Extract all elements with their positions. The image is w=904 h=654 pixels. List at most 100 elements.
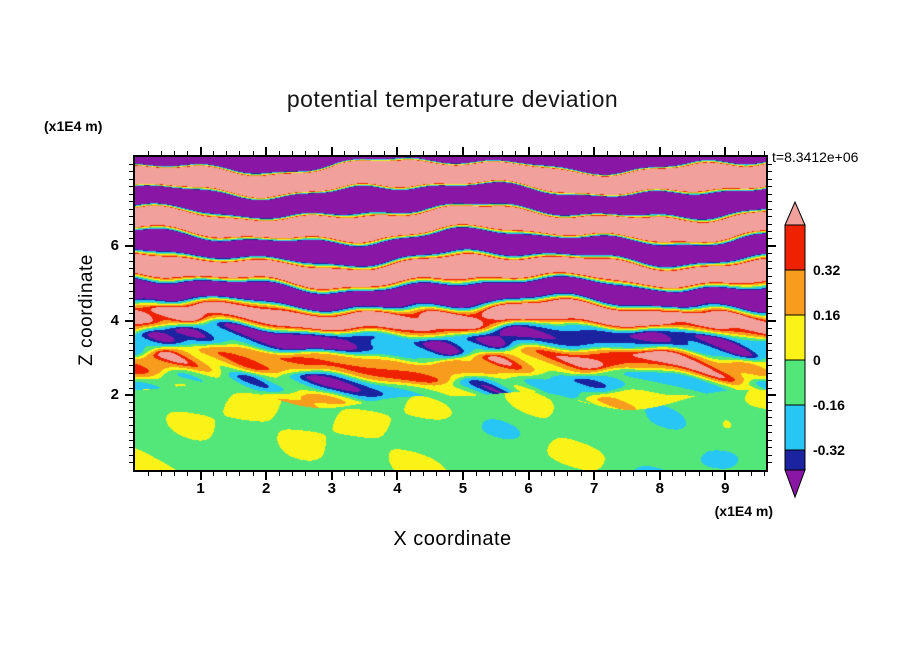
x-minor-tick [278,151,280,155]
y-minor-tick [768,313,772,314]
x-minor-tick [409,151,411,155]
y-minor-tick [129,432,133,434]
y-major-tick [768,394,776,397]
x-minor-tick [291,472,293,476]
x-minor-tick [567,472,569,476]
y-tick-label: 2 [110,386,119,404]
x-major-tick [461,472,464,480]
x-minor-tick [737,472,739,476]
x-minor-tick [147,151,149,155]
y-minor-tick [129,275,133,277]
y-minor-tick [129,350,133,352]
x-major-tick [265,147,268,155]
x-minor-tick [278,472,280,476]
chart-title: potential temperature deviation [286,86,619,112]
x-minor-tick [751,151,753,155]
x-minor-tick [449,151,451,155]
y-minor-tick [768,201,772,203]
x-major-tick [330,147,333,155]
x-minor-tick [619,472,621,476]
y-major-tick [125,245,133,248]
x-minor-tick [239,151,241,155]
y-minor-tick [129,335,133,337]
y-minor-tick [768,178,772,180]
x-minor-tick [698,472,700,476]
y-minor-tick [768,238,772,240]
x-minor-tick [383,151,385,155]
y-minor-tick [129,208,133,210]
x-tick-label: 8 [655,480,664,497]
y-minor-tick [768,342,772,344]
y-minor-tick [768,365,772,367]
x-tick-label: 3 [327,480,336,497]
x-major-tick [527,147,530,155]
x-major-tick [658,147,661,155]
x-minor-tick [646,151,648,155]
y-minor-tick [129,253,133,255]
x-minor-tick [305,151,307,155]
x-minor-tick [633,151,634,155]
y-minor-tick [129,342,133,344]
y-minor-tick [768,208,772,210]
y-minor-tick [768,216,772,218]
x-minor-tick [423,151,425,155]
x-minor-tick [357,151,359,155]
y-minor-tick [768,231,772,233]
y-minor-tick [129,201,133,203]
x-major-tick [396,472,399,480]
y-minor-tick [768,186,772,188]
y-minor-tick [129,163,133,165]
x-minor-tick [685,151,687,155]
y-minor-tick [768,447,772,449]
y-minor-tick [129,290,133,292]
colorbar-tick-label: -0.32 [813,442,845,458]
x-minor-tick [305,472,307,476]
y-minor-tick [129,424,133,426]
y-minor-tick [129,178,133,180]
y-minor-tick [768,432,772,434]
x-minor-tick [226,151,228,155]
x-minor-tick [409,472,411,476]
y-minor-tick [129,223,133,225]
x-major-tick [461,147,464,155]
colorbar-tick-label: 0.16 [813,307,840,323]
y-axis-unit: (x1E4 m) [44,118,103,134]
x-minor-tick [737,151,739,155]
colorbar-top-arrow [784,201,806,226]
x-minor-tick [501,151,503,155]
colorbar-tick-label: -0.16 [813,397,845,413]
x-tick-label: 5 [458,480,468,497]
x-minor-tick [672,472,674,476]
colorbar-tick-label: 0 [813,352,821,368]
x-minor-tick [580,151,582,155]
x-major-tick [199,472,202,480]
x-major-tick [265,472,268,480]
y-tick-label: 4 [110,311,119,329]
x-major-tick [527,472,530,480]
x-tick-label: 6 [524,480,533,497]
x-minor-tick [554,151,556,155]
x-minor-tick [606,151,608,155]
y-minor-tick [768,417,772,419]
x-minor-tick [514,472,516,476]
y-minor-tick [129,216,133,218]
y-minor-tick [768,424,772,426]
x-minor-tick [213,151,215,155]
x-major-tick [724,147,727,155]
x-minor-tick [619,151,621,155]
y-minor-tick [768,268,772,270]
x-minor-tick [475,472,477,476]
colorbar-segment [784,314,806,361]
y-minor-tick [129,447,133,449]
y-minor-tick [768,305,772,307]
x-minor-tick [764,151,766,155]
y-minor-tick [129,402,133,404]
y-minor-tick [129,171,133,173]
y-major-tick [125,319,133,322]
y-minor-tick [768,462,772,464]
colorbar-segment [784,404,806,451]
plot-area [133,155,768,472]
x-major-tick [330,472,333,480]
x-minor-tick [357,472,359,476]
x-minor-tick [383,472,385,476]
